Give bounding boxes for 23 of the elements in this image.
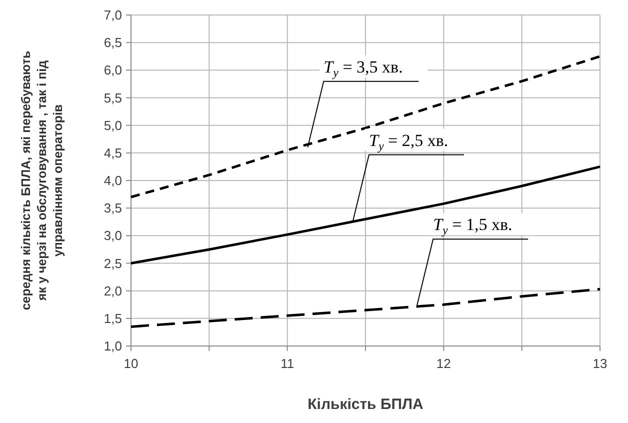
line-series xyxy=(130,55,602,198)
x-tick-label: 12 xyxy=(436,356,451,371)
y-tick-label: 6,0 xyxy=(104,62,122,78)
y-tick-label: 2,5 xyxy=(104,256,122,271)
y-tick-label: 7,0 xyxy=(104,8,122,23)
y-axis-title: середня кількість БПЛА, які перебувають як у черзі на обслуговування , так і під управлінням операторів xyxy=(19,50,65,310)
x-axis-title: Кількість БПЛА xyxy=(308,396,424,413)
y-tick-label: 5,0 xyxy=(104,118,122,133)
y-tick-label: 3,0 xyxy=(104,228,122,244)
annotation: T$_{y}$ = 1,5 хв. xyxy=(433,215,512,237)
annotation: T$_{y}$ = 3,5 хв. xyxy=(324,57,403,79)
x-tick-label: 13 xyxy=(592,356,608,371)
x-tick-label: 10 xyxy=(124,356,138,371)
y-tick-label: 1,5 xyxy=(104,310,122,326)
y-tick-label: 5,5 xyxy=(104,90,122,106)
y-tick-label: 4,5 xyxy=(104,145,122,160)
y-tick-label: 2,0 xyxy=(104,283,122,298)
y-tick-label: 6,5 xyxy=(104,35,122,50)
x-tick-label: 11 xyxy=(280,356,294,371)
annotation: T$_{y}$ = 2,5 хв. xyxy=(368,130,448,152)
y-tick-label: 4,0 xyxy=(104,173,122,188)
y-tick-label: 1,0 xyxy=(104,338,122,354)
y-tick-label: 3,5 xyxy=(104,200,122,216)
